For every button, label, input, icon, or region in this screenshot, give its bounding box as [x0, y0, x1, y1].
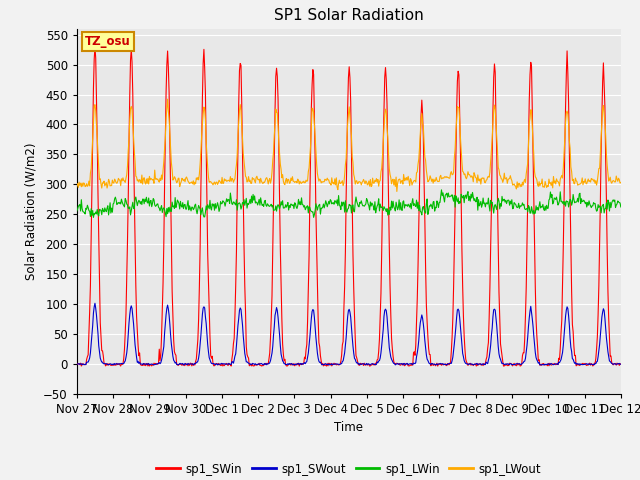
X-axis label: Time: Time	[334, 421, 364, 434]
Text: TZ_osu: TZ_osu	[85, 35, 131, 48]
Title: SP1 Solar Radiation: SP1 Solar Radiation	[274, 9, 424, 24]
Legend: sp1_SWin, sp1_SWout, sp1_LWin, sp1_LWout: sp1_SWin, sp1_SWout, sp1_LWin, sp1_LWout	[152, 458, 546, 480]
Y-axis label: Solar Radiation (W/m2): Solar Radiation (W/m2)	[24, 143, 38, 280]
